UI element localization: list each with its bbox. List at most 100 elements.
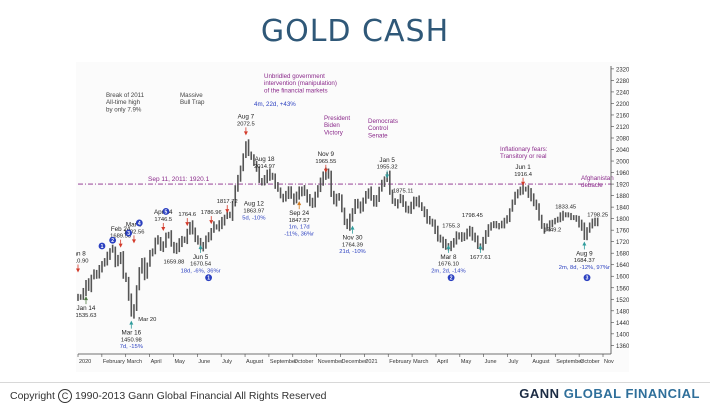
x-tick-label: September <box>556 359 583 365</box>
annotation-text: Jun 5 <box>193 254 209 261</box>
arrow-up-icon <box>83 296 88 301</box>
copyright: Copyright C 1990-2013 Gann Global Financia… <box>10 389 327 403</box>
copyright-text: 1990-2013 Gann Global Financial All Righ… <box>74 389 327 402</box>
note-text: Transitory or real <box>500 153 547 160</box>
y-tick-label: 1480 <box>616 309 629 315</box>
annotation-text: Jan 14 <box>77 305 96 312</box>
y-tick-label: 2000 <box>616 160 629 166</box>
arrow-down-icon <box>243 131 248 136</box>
annotation-text: 1875.11 <box>393 189 414 195</box>
annotation-text: Aug 12 <box>244 201 264 208</box>
count-marker <box>109 236 117 244</box>
annotation-text: 1610.90 <box>76 258 88 264</box>
arrow-down-icon <box>131 239 136 244</box>
y-tick-label: 1360 <box>616 344 629 350</box>
y-tick-label: 2320 <box>616 67 629 73</box>
arrow-up-icon <box>198 244 203 249</box>
axes: 1360 1400 1440 1480 1520 1560 1600 1640 1680 1720… <box>77 66 630 365</box>
annotation-text: Aug 9 <box>576 250 593 257</box>
y-tick-label: 1920 <box>616 183 629 189</box>
annotation-text: 1798.45 <box>462 213 483 219</box>
arrow-down-icon <box>385 174 390 179</box>
y-tick-label: 2240 <box>616 90 629 96</box>
x-tick-label: April <box>151 359 162 365</box>
note-text: Massive <box>180 92 203 99</box>
annotation-text: 1m, 17d <box>289 225 310 231</box>
price-annotation: 1817.72 <box>217 199 238 214</box>
annotation-text: 1659.88 <box>163 259 184 265</box>
annotation-text: -11%, 36%r <box>284 232 314 238</box>
annotation-text: 1764.6 <box>178 212 196 218</box>
x-tick-label: September <box>270 359 297 365</box>
x-tick-label: December <box>342 359 368 365</box>
x-tick-label: May <box>461 359 472 365</box>
arrow-down-icon <box>209 220 214 225</box>
annotation-text: 5d, -10% <box>242 215 265 221</box>
copyright-prefix: Copyright <box>10 389 55 402</box>
annotation-text: Feb 24 <box>111 226 131 233</box>
count-marker <box>135 219 143 227</box>
count-marker-label: 3 <box>127 231 130 237</box>
annotation-text: 21d, -10% <box>339 249 365 255</box>
price-annotation: 1764.6 <box>178 212 196 227</box>
price-bars <box>77 139 599 319</box>
annotation-text: Mar 9 <box>126 222 143 229</box>
note-text: Bull Trap <box>180 99 205 106</box>
arrow-down-icon <box>185 222 190 227</box>
reference-line-label: Sep 11, 2011: 1920.1 <box>148 176 210 183</box>
y-tick-label: 1520 <box>616 298 629 304</box>
arrow-down-icon <box>76 268 80 273</box>
annotation-text: 18d, -6%, 36%r <box>181 268 221 274</box>
note-text: Break of 2011 <box>106 92 145 99</box>
logo-word-gann: GANN <box>519 386 560 401</box>
arrow-down-icon <box>118 243 123 248</box>
x-tick-label: March <box>413 359 428 365</box>
annotation-text: Sep 24 <box>289 210 309 217</box>
count-marker-label: 1 <box>101 244 104 250</box>
price-annotation: 1798.25 <box>587 212 608 218</box>
y-tick-label: 2280 <box>616 79 629 85</box>
note-text: of the financial markets <box>264 87 328 94</box>
y-tick-label: 2040 <box>616 148 629 154</box>
x-tick-label: February <box>389 359 411 365</box>
y-tick-label: 1640 <box>616 263 629 269</box>
price-annotation: 1677.61 <box>470 244 491 261</box>
annotation-text: 2m, 8d, -12%, 97%r <box>559 265 610 271</box>
annotation-text: 1677.61 <box>470 255 491 261</box>
arrow-up-icon <box>582 241 587 246</box>
x-tick-label: June <box>485 359 497 365</box>
x-tick-label: July <box>509 359 519 365</box>
annotation-text: 1965.55 <box>315 159 336 165</box>
count-marker <box>583 274 591 282</box>
logo-word-global-financial: GLOBAL FINANCIAL <box>563 386 700 401</box>
annotation-text: 2m, 2d, -14% <box>431 268 465 274</box>
y-tick-label: 1880 <box>616 194 629 200</box>
arrow-down-icon <box>161 226 166 231</box>
annotation-text: 1535.63 <box>76 313 96 319</box>
y-tick-label: 1840 <box>616 206 629 212</box>
copyright-icon: C <box>57 389 72 403</box>
arrow-down-icon <box>323 168 328 173</box>
annotation-text: Mar 16 <box>121 330 141 337</box>
annotation-text: 1798.25 <box>587 212 608 218</box>
arrow-up-icon <box>446 244 451 249</box>
annotation-text: 7d, -15% <box>120 344 143 350</box>
arrow-down-icon <box>225 209 230 214</box>
y-tick-label: 1720 <box>616 240 629 246</box>
arrow-up-icon <box>129 320 134 325</box>
annotation-text: Jun 1 <box>515 164 531 171</box>
annotation-text: Jan 5 <box>379 157 395 164</box>
annotation-text: 1916.4 <box>514 172 533 178</box>
annotation-text: 1746.5 <box>154 217 172 223</box>
price-annotation: 1798.45 <box>462 213 483 219</box>
